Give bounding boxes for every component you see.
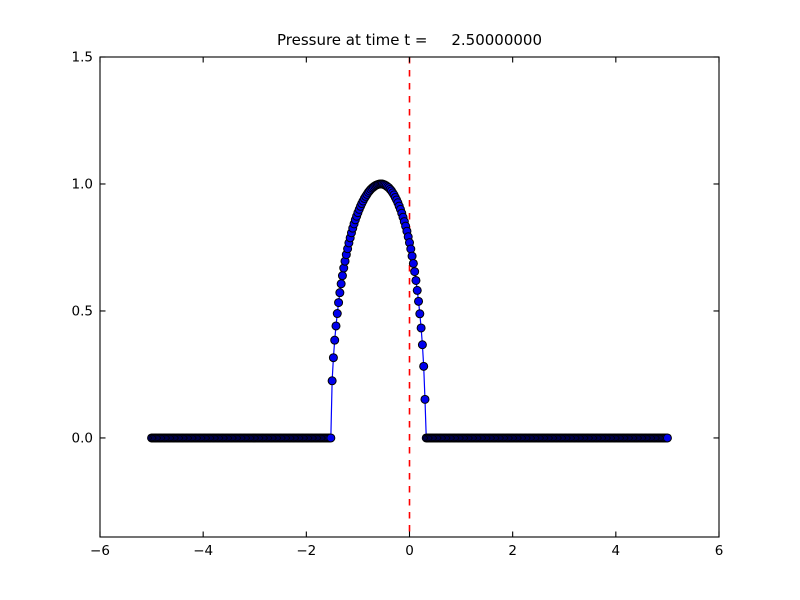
x-tick-label: 4 bbox=[612, 543, 621, 559]
data-marker bbox=[414, 296, 424, 306]
x-tick-label: −4 bbox=[193, 543, 213, 559]
data-marker bbox=[417, 340, 427, 350]
x-tick-label: −6 bbox=[90, 543, 110, 559]
data-marker bbox=[662, 433, 672, 443]
y-tick-label: 0.0 bbox=[72, 430, 93, 446]
data-marker bbox=[407, 251, 417, 261]
data-marker bbox=[328, 353, 338, 363]
data-marker bbox=[410, 267, 420, 277]
x-tick-label: 2 bbox=[508, 543, 517, 559]
data-marker bbox=[334, 298, 344, 308]
pressure-markers bbox=[147, 179, 672, 443]
chart-title: Pressure at time t = 2.50000000 bbox=[276, 31, 543, 49]
x-tick-label: −2 bbox=[296, 543, 316, 559]
data-marker bbox=[336, 279, 346, 289]
data-marker bbox=[419, 361, 429, 371]
axis-tick-labels: −6 −4 −2 0 2 4 6 0.0 0.5 1.0 1.5 bbox=[72, 50, 724, 560]
x-tick-label: 0 bbox=[405, 543, 414, 559]
data-marker bbox=[412, 285, 422, 295]
data-marker bbox=[330, 335, 340, 345]
data-marker bbox=[416, 323, 426, 333]
y-tick-label: 1.0 bbox=[72, 176, 93, 192]
x-tick-label: 6 bbox=[715, 543, 724, 559]
y-tick-label: 0.5 bbox=[72, 303, 93, 319]
data-marker bbox=[411, 275, 421, 285]
data-marker bbox=[327, 376, 337, 386]
data-marker bbox=[335, 288, 345, 298]
axis-ticks bbox=[99, 56, 720, 537]
data-marker bbox=[408, 258, 418, 268]
data-marker bbox=[415, 309, 425, 319]
data-marker bbox=[326, 433, 336, 443]
data-marker bbox=[331, 321, 341, 331]
data-marker bbox=[420, 394, 430, 404]
data-marker bbox=[332, 309, 342, 319]
y-tick-label: 1.5 bbox=[72, 50, 93, 66]
data-marker bbox=[337, 271, 347, 281]
